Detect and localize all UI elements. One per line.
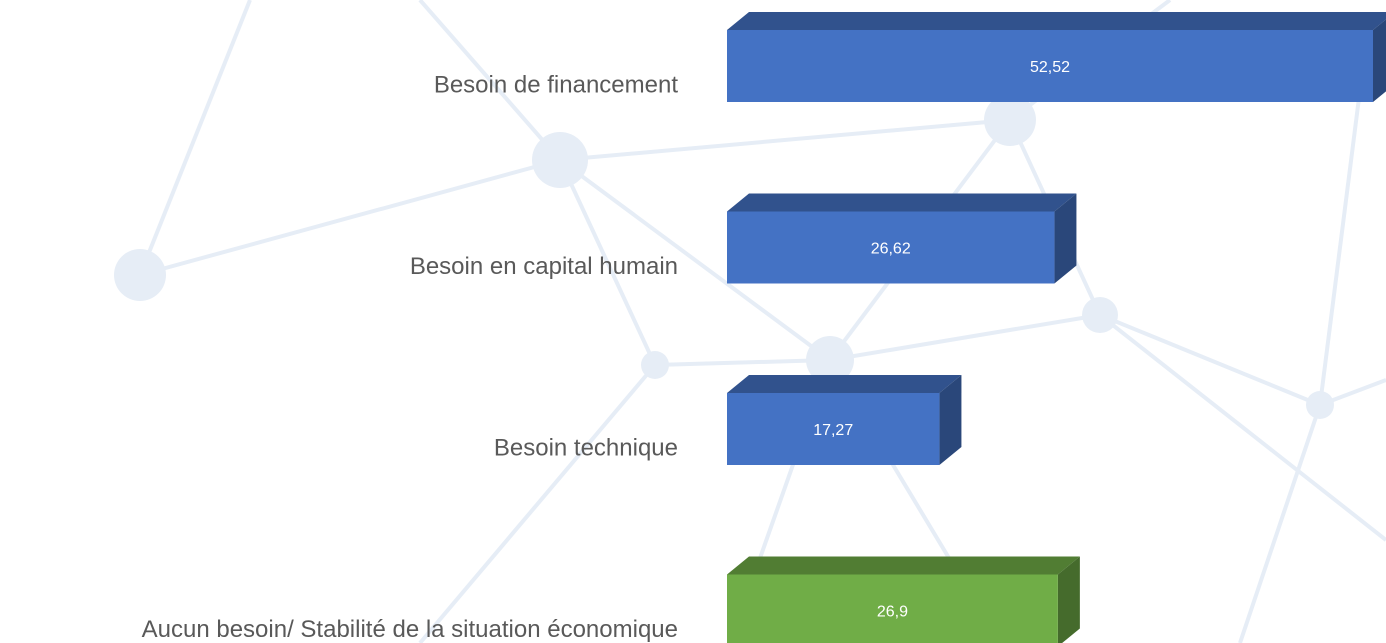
data-label: 17,27	[813, 422, 853, 439]
bar-side	[939, 375, 962, 465]
data-label: 52,52	[1030, 59, 1070, 76]
category-label: Besoin de financement	[434, 71, 678, 98]
bar-side	[1373, 19, 1386, 102]
bar-top	[727, 12, 1386, 30]
bar	[727, 574, 1058, 643]
bar-top	[727, 375, 962, 393]
data-label: 26,9	[877, 604, 908, 621]
background-network	[114, 0, 1386, 643]
bar	[727, 393, 940, 465]
bar	[727, 30, 1373, 102]
bar-side	[1054, 193, 1077, 284]
category-label: Aucun besoin/ Stabilité de la situation …	[142, 616, 678, 643]
data-label: 26,62	[871, 241, 911, 258]
bar-top	[727, 193, 1077, 212]
category-label: Besoin technique	[494, 434, 678, 461]
bar-side	[1057, 556, 1080, 643]
category-label: Besoin en capital humain	[410, 253, 678, 280]
bar-top	[727, 556, 1080, 575]
bar	[727, 211, 1055, 284]
